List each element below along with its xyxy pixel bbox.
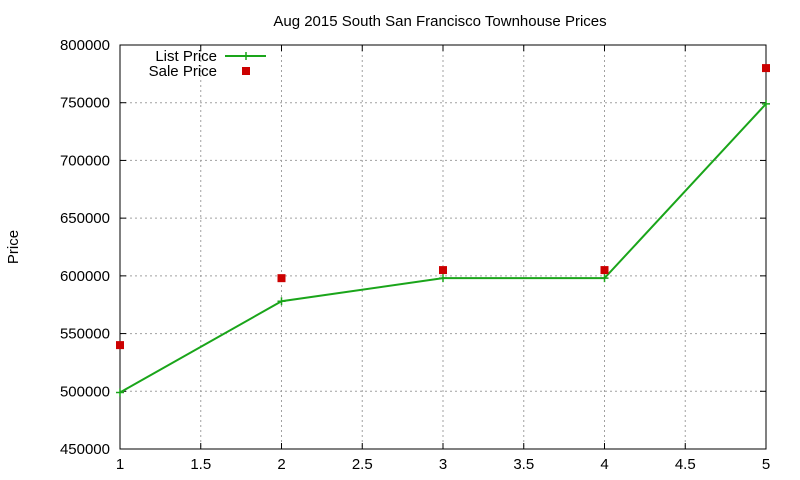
y-axis-label: Price xyxy=(5,230,22,264)
x-tick-label: 1 xyxy=(116,456,124,473)
sale-price-point xyxy=(439,266,447,275)
list-price-point xyxy=(439,274,447,283)
y-tick-label: 550000 xyxy=(60,326,110,343)
x-tick-label: 5 xyxy=(762,456,770,473)
legend-label: List Price xyxy=(155,48,217,65)
x-tick-label: 3 xyxy=(439,456,447,473)
legend-point-sample xyxy=(242,67,250,75)
series-list-price xyxy=(116,99,770,397)
x-tick-label: 4 xyxy=(600,456,608,473)
sale-price-point xyxy=(762,64,770,73)
x-tick-label: 1.5 xyxy=(190,456,211,473)
x-tick-label: 2 xyxy=(277,456,285,473)
sale-price-point xyxy=(116,341,124,350)
x-tick-label: 3.5 xyxy=(513,456,534,473)
list-price-line xyxy=(119,103,767,394)
y-tick-label: 600000 xyxy=(60,268,110,285)
axis-ticks: 800000 750000 700000 650000 600000 550000 5000… xyxy=(60,37,770,473)
series-layer xyxy=(116,64,770,397)
chart-title: Aug 2015 South San Francisco Townhouse P… xyxy=(273,13,606,30)
list-price-point xyxy=(762,99,770,108)
list-price-point xyxy=(600,274,609,283)
x-tick-label: 4.5 xyxy=(675,456,696,473)
legend-point-sample xyxy=(242,52,250,60)
sale-price-point xyxy=(277,274,286,283)
list-price-point xyxy=(277,297,286,306)
x-tick-label: 2.5 xyxy=(352,456,373,473)
list-price-point xyxy=(116,388,124,397)
gridlines xyxy=(120,45,766,449)
y-tick-label: 800000 xyxy=(60,37,110,54)
legend-label: Sale Price xyxy=(149,63,217,80)
y-tick-label: 450000 xyxy=(60,441,110,458)
series-sale-price xyxy=(116,64,770,350)
y-tick-label: 750000 xyxy=(60,95,110,112)
sale-price-point xyxy=(600,266,609,275)
y-tick-label: 700000 xyxy=(60,152,110,169)
y-tick-label: 500000 xyxy=(60,383,110,400)
y-tick-label: 650000 xyxy=(60,210,110,227)
